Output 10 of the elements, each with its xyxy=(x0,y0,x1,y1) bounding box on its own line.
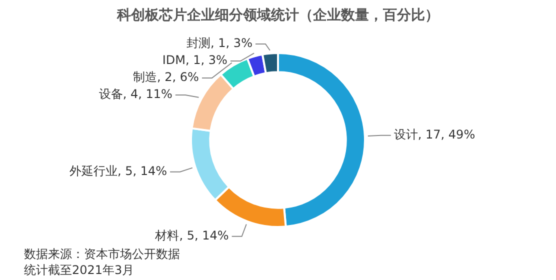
slice-label: 设备, 4, 11% xyxy=(98,87,172,102)
slice-label: 封测, 1, 3% xyxy=(186,36,252,50)
slice-label: 材料, 5, 14% xyxy=(154,228,229,243)
slice-label: 设计, 17, 49% xyxy=(394,128,476,142)
slice-label: IDM, 1, 3% xyxy=(162,53,228,68)
text: 统计截至2021年3月 xyxy=(24,263,134,277)
source-note: 数据来源：资本市场公开数据 xyxy=(24,247,180,261)
slice-label: 外延行业, 5, 14% xyxy=(69,164,168,178)
slice-label: 制造, 2, 6% xyxy=(133,70,199,84)
chart-title: 科创板芯片企业细分领域统计（企业数量，百分比） xyxy=(116,6,439,24)
